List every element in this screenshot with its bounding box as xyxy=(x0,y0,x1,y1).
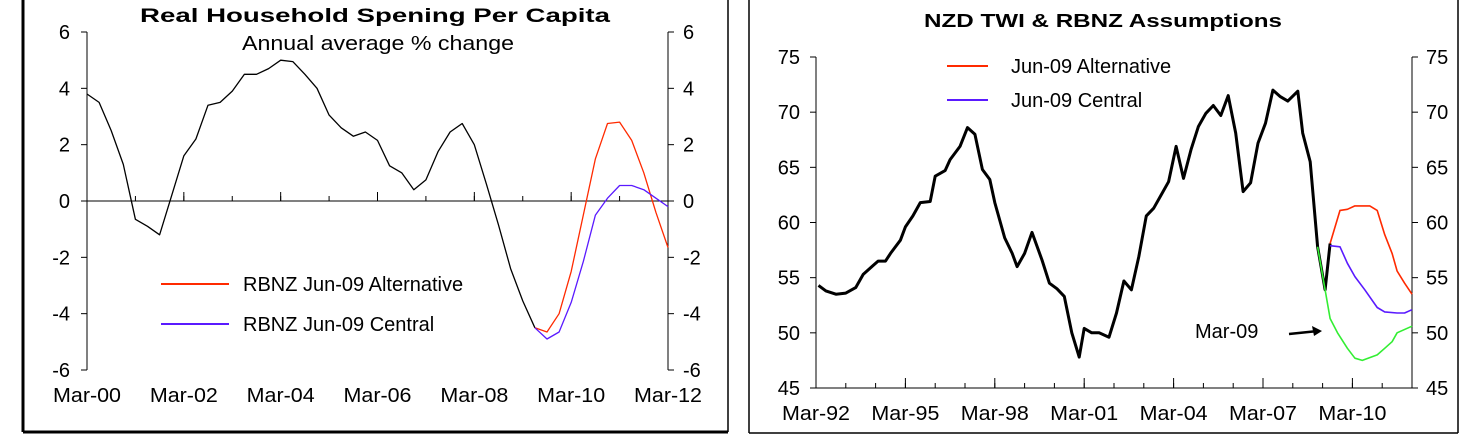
x-tick-label: Mar-12 xyxy=(634,385,702,407)
y-tick-label-right: 4 xyxy=(683,78,694,100)
y-tick-label-right: 45 xyxy=(1426,378,1448,400)
y-tick-label-right: 60 xyxy=(1426,213,1448,235)
x-tick-label: Mar-02 xyxy=(150,385,218,407)
x-tick-label: Mar-08 xyxy=(440,385,508,407)
annotation-label: Mar-09 xyxy=(1195,321,1258,343)
x-tick-label: Mar-10 xyxy=(1318,403,1386,425)
x-tick-label: Mar-95 xyxy=(871,403,939,425)
y-tick-label-right: -2 xyxy=(683,247,701,269)
y-tick-label-left: -4 xyxy=(52,304,70,326)
y-tick-label-left: -2 xyxy=(52,247,70,269)
y-tick-label-right: 50 xyxy=(1426,323,1448,345)
y-tick-label-right: -4 xyxy=(683,304,701,326)
y-tick-label-left: 55 xyxy=(778,268,800,290)
legend-label: Jun-09 Central xyxy=(1011,90,1142,112)
y-tick-label-right: 55 xyxy=(1426,268,1448,290)
x-tick-label: Mar-04 xyxy=(1140,403,1208,425)
series-line-jun-09-alternative xyxy=(1329,205,1413,295)
y-tick-label-left: 70 xyxy=(778,102,800,124)
y-tick-label-left: 50 xyxy=(778,323,800,345)
household-spending-chart: Real Household Spening Per Capita Annual … xyxy=(52,6,702,407)
legend-label: Jun-09 Alternative xyxy=(1011,56,1171,78)
y-tick-label-right: 70 xyxy=(1426,102,1448,124)
series-line-history xyxy=(86,59,536,329)
y-tick-label-right: 6 xyxy=(683,22,694,44)
series-line-rbnz-jun-09-central xyxy=(534,184,669,340)
nzd-twi-chart: NZD TWI & RBNZ Assumptions 75 75 70 70 65 65 60… xyxy=(778,11,1449,425)
y-tick-label-left: 65 xyxy=(778,157,800,179)
y-tick-label-left: 2 xyxy=(59,135,70,157)
y-tick-label-left: 4 xyxy=(59,78,70,100)
right-chart-frame xyxy=(748,0,1459,434)
x-tick-label: Mar-92 xyxy=(782,403,850,425)
left-chart-frame xyxy=(21,0,729,434)
y-tick-label-right: 65 xyxy=(1426,157,1448,179)
x-tick-label: Mar-10 xyxy=(537,385,605,407)
y-tick-label-right: 2 xyxy=(683,135,694,157)
y-tick-label-left: -6 xyxy=(52,360,70,382)
y-tick-label-left: 45 xyxy=(778,378,800,400)
y-tick-label-left: 75 xyxy=(778,47,800,69)
y-tick-label-left: 0 xyxy=(59,191,70,213)
legend-label: RBNZ Jun-09 Central xyxy=(243,314,434,336)
series-line-history xyxy=(817,88,1332,359)
y-tick-label-left: 6 xyxy=(59,22,70,44)
series-line-jun-09-central xyxy=(1330,244,1413,314)
x-tick-label: Mar-06 xyxy=(344,385,412,407)
x-tick-label: Mar-00 xyxy=(53,385,121,407)
chart-subtitle: Annual average % change xyxy=(242,33,514,55)
y-tick-label-right: 0 xyxy=(683,191,694,213)
y-tick-label-right: -6 xyxy=(683,360,701,382)
x-tick-label: Mar-98 xyxy=(961,403,1029,425)
y-tick-label-right: 75 xyxy=(1426,47,1448,69)
x-tick-label: Mar-07 xyxy=(1229,403,1297,425)
chart-title: NZD TWI & RBNZ Assumptions xyxy=(924,11,1282,31)
legend-label: RBNZ Jun-09 Alternative xyxy=(243,274,463,296)
x-tick-label: Mar-01 xyxy=(1050,403,1118,425)
x-tick-label: Mar-04 xyxy=(247,385,315,407)
series-line-rbnz-jun-09-alternative xyxy=(534,121,669,333)
arrow-right-icon xyxy=(1312,326,1322,336)
y-tick-label-left: 60 xyxy=(778,213,800,235)
chart-title: Real Household Spening Per Capita xyxy=(140,6,611,27)
series-line-3 xyxy=(1316,246,1413,362)
